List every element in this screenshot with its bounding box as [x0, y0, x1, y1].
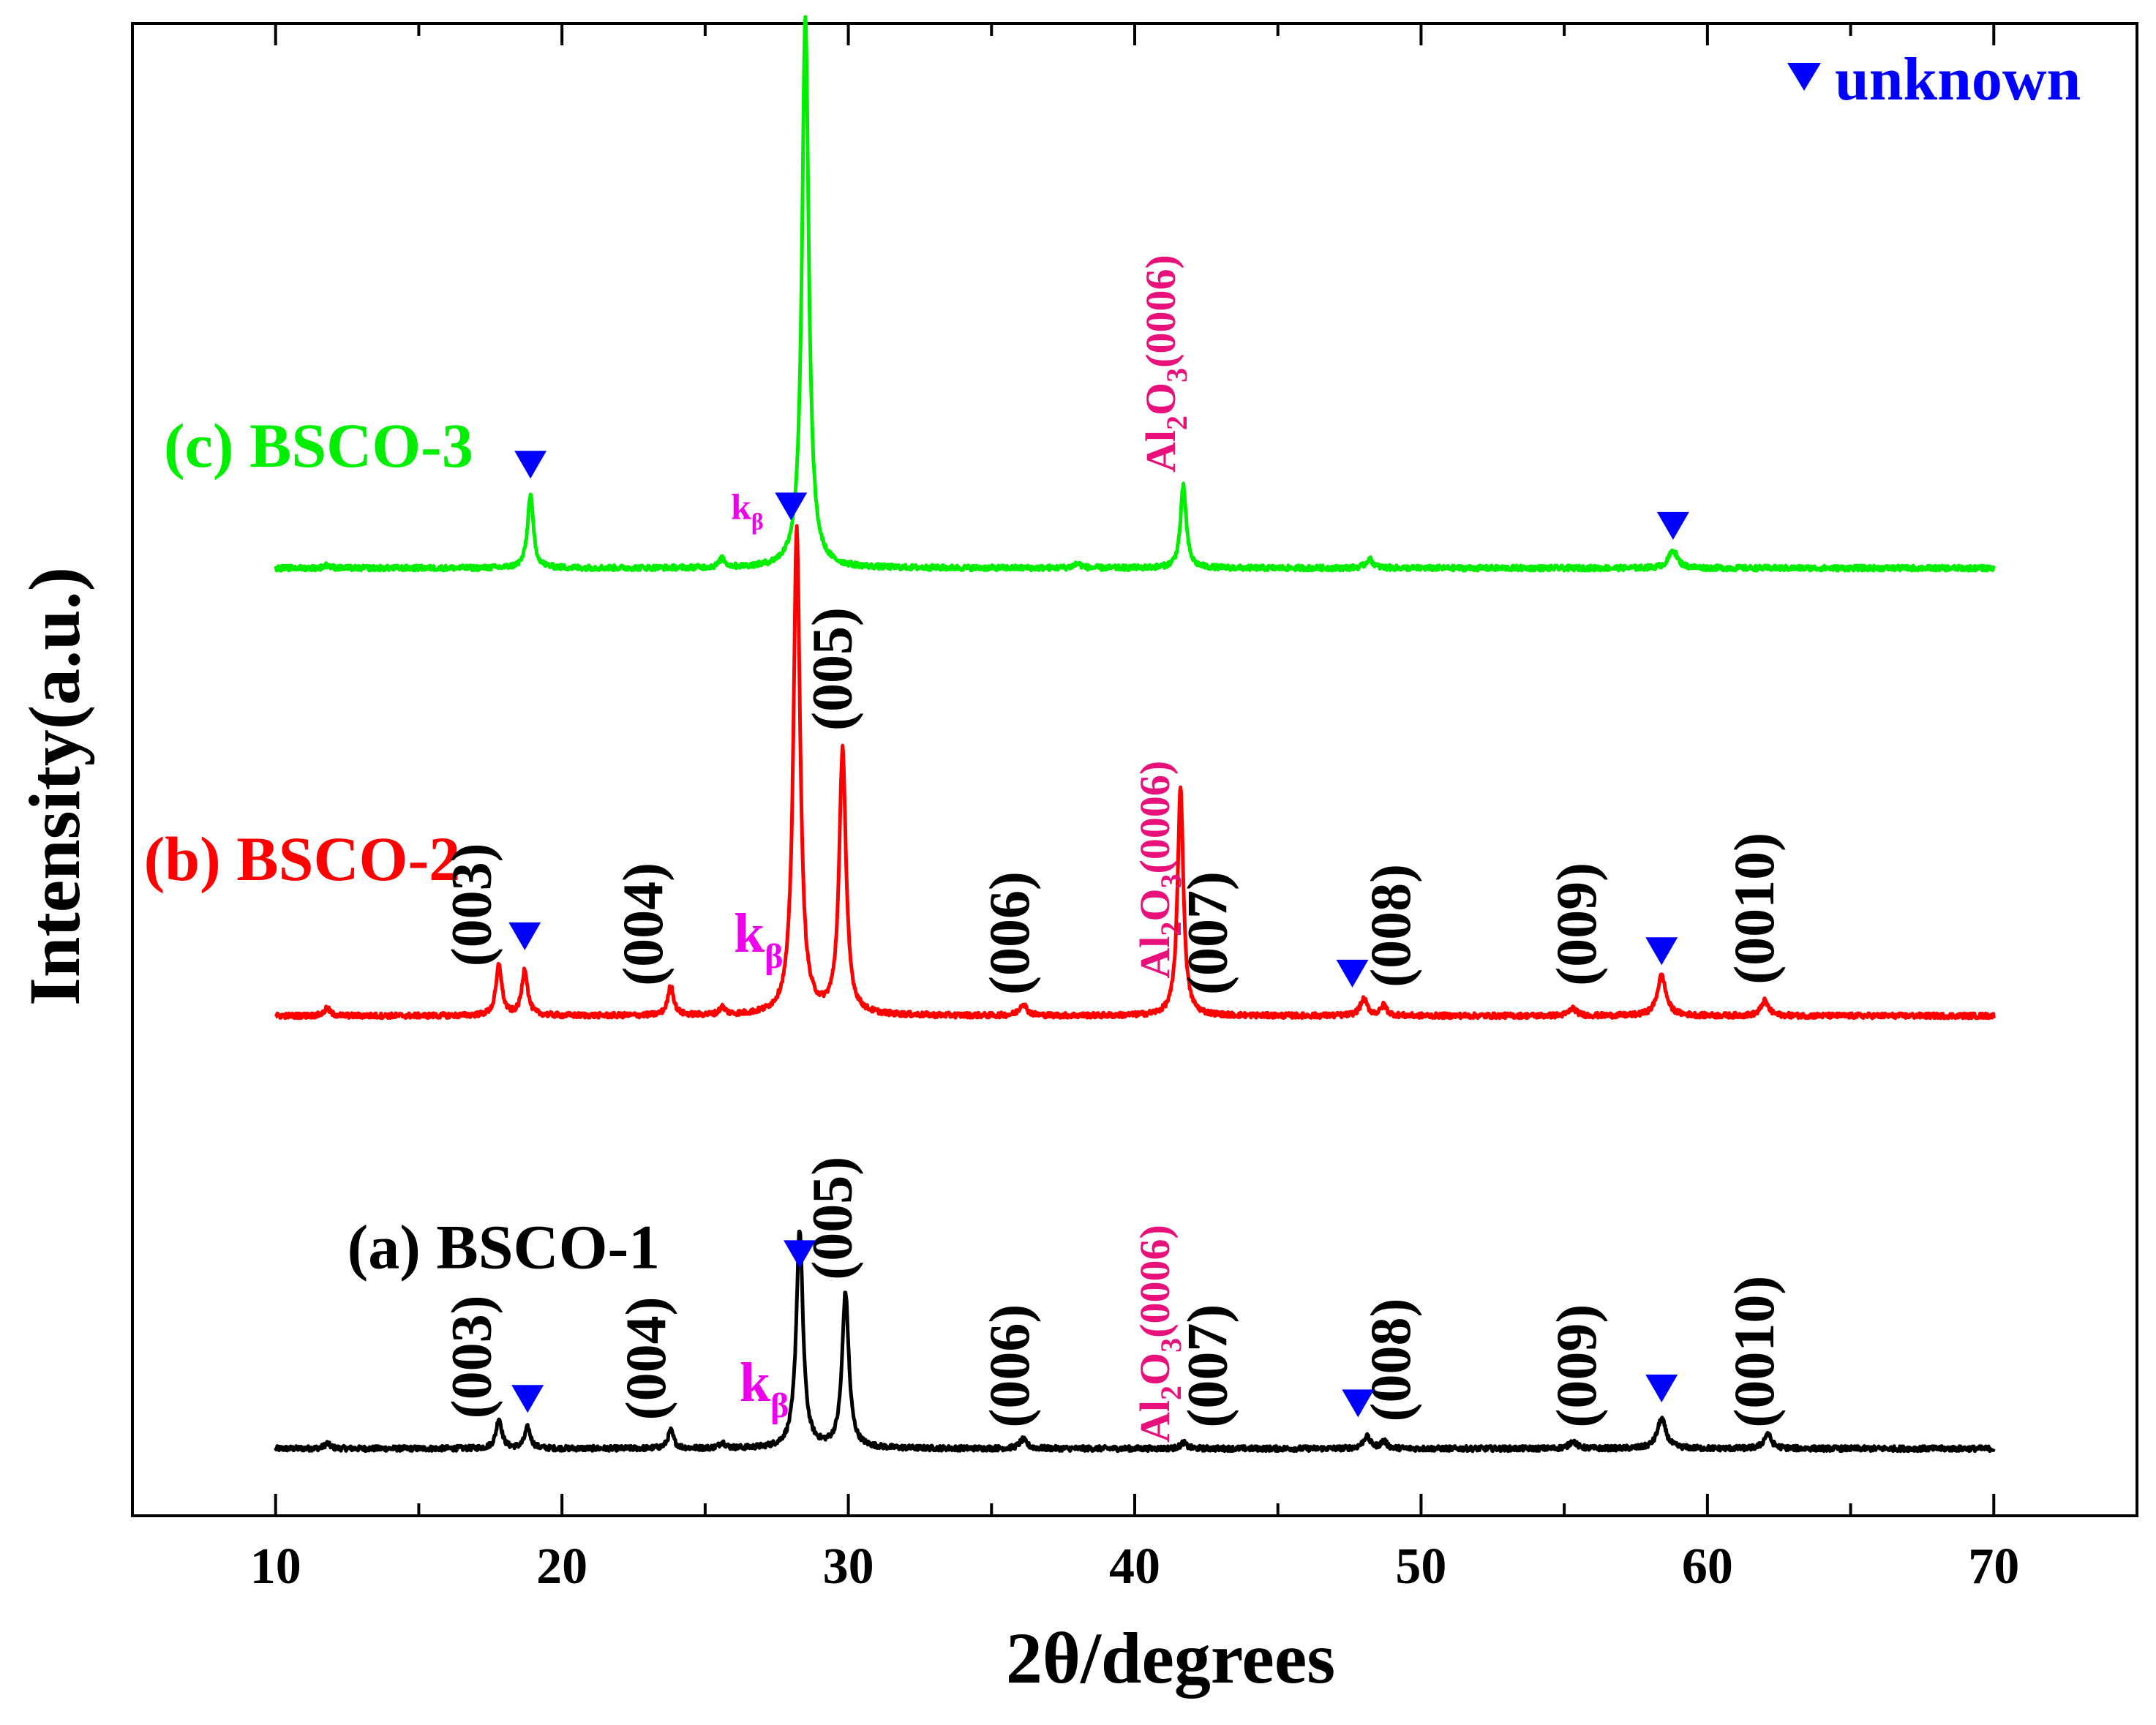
hkl-label: (009) — [1544, 1304, 1608, 1428]
al2o3-label-part: (0006) — [1131, 1225, 1179, 1338]
hkl-label: (005) — [800, 607, 864, 731]
al2o3-label-part: 3 — [1154, 1338, 1187, 1353]
unknown-marker-icon — [1342, 1389, 1375, 1418]
al2o3-label-part: 2 — [1154, 1386, 1187, 1400]
x-tick-label: 20 — [536, 1538, 587, 1595]
hkl-label: (008) — [1359, 864, 1422, 988]
unknown-marker-icon — [1656, 511, 1689, 540]
kbeta-beta: β — [765, 937, 783, 976]
x-tick-label: 10 — [250, 1538, 301, 1595]
unknown-marker-icon — [1645, 937, 1678, 966]
kbeta-beta: β — [770, 1386, 789, 1425]
kbeta-label: kβ — [740, 1352, 789, 1425]
x-tick-label: 50 — [1395, 1538, 1446, 1595]
unknown-marker-icon — [784, 1240, 816, 1269]
kbeta-k: k — [734, 903, 765, 964]
series-line-b — [274, 524, 1996, 1021]
al2o3-label-part: Al — [1131, 936, 1179, 979]
x-axis: 10 20 30 40 50 60 70 — [250, 23, 2019, 1595]
hkl-label: (003) — [439, 1295, 503, 1418]
al2o3-label-part: Al — [1137, 430, 1184, 473]
kbeta-beta: β — [751, 508, 764, 534]
hkl-label: (005) — [800, 1157, 864, 1280]
unknown-marker-icon — [1336, 959, 1369, 988]
al2o3-label-part: (0006) — [1137, 255, 1184, 368]
unknown-marker-icon — [1645, 1374, 1678, 1402]
x-tick-label: 40 — [1109, 1538, 1160, 1595]
hkl-label: (0010) — [1722, 833, 1786, 985]
al2o3-label: Al2O3(0006) — [1131, 1225, 1187, 1443]
x-tick-label: 30 — [823, 1538, 874, 1595]
kbeta-label: kβ — [734, 903, 784, 976]
kbeta-label: kβ — [731, 486, 764, 534]
unknown-marker-icon — [508, 922, 541, 950]
hkl-label: (004) — [614, 1296, 677, 1420]
al2o3-label-part: O — [1131, 1353, 1179, 1386]
x-tick-label: 70 — [1968, 1538, 2019, 1595]
hkl-label: (008) — [1359, 1299, 1422, 1422]
al2o3-label: Al2O3(0006) — [1131, 761, 1187, 979]
al2o3-label-part: Al — [1131, 1400, 1179, 1443]
legend: unknown — [1787, 45, 2081, 113]
al2o3-label-part: O — [1137, 383, 1184, 416]
al2o3-label: Al2O3(0006) — [1137, 255, 1193, 473]
hkl-label: (007) — [1175, 871, 1239, 995]
hkl-label: (009) — [1544, 862, 1608, 986]
hkl-label: (003) — [439, 843, 503, 966]
hkl-label: (006) — [977, 871, 1041, 995]
series-layer — [274, 15, 1996, 1454]
al2o3-label-part: 3 — [1160, 368, 1193, 383]
unknown-marker-icon — [775, 492, 808, 521]
kbeta-k: k — [740, 1352, 771, 1413]
unknown-marker-icon — [511, 1385, 544, 1413]
x-tick-label: 60 — [1682, 1538, 1733, 1595]
unknown-marker-icon — [514, 451, 547, 479]
series-line-a — [274, 1229, 1996, 1454]
y-axis-label: Intensity(a.u.) — [14, 567, 95, 1006]
al2o3-label-part: 3 — [1154, 873, 1187, 888]
series-name-b: (b) BSCO-2 — [144, 824, 460, 894]
series-name-a: (a) BSCO-1 — [348, 1211, 661, 1282]
al2o3-label-part: O — [1131, 888, 1179, 921]
hkl-label: (0010) — [1722, 1276, 1786, 1428]
series-line-c — [274, 15, 1996, 573]
kbeta-k: k — [731, 486, 751, 527]
series-name-c: (c) BSCO-3 — [164, 410, 473, 481]
annotation-layer: (a) BSCO-1 (003) (004) (005) (006) (007) (008)… — [144, 255, 1786, 1443]
legend-label: unknown — [1835, 45, 2081, 113]
al2o3-label-part: 2 — [1154, 922, 1187, 936]
hkl-label: (007) — [1175, 1304, 1239, 1428]
x-axis-label: 2θ/degrees — [1006, 1617, 1335, 1699]
hkl-label: (004) — [611, 862, 675, 986]
legend-triangle-icon — [1787, 63, 1821, 91]
al2o3-label-part: 2 — [1160, 416, 1193, 430]
al2o3-label-part: (0006) — [1131, 761, 1179, 874]
hkl-label: (006) — [977, 1304, 1041, 1428]
